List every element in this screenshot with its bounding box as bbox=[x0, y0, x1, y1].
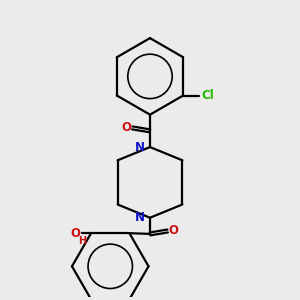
Text: N: N bbox=[135, 141, 145, 154]
Text: O: O bbox=[169, 224, 178, 238]
Text: O: O bbox=[70, 227, 80, 240]
Text: O: O bbox=[122, 122, 131, 134]
Text: Cl: Cl bbox=[201, 89, 214, 102]
Text: N: N bbox=[135, 211, 145, 224]
Text: H: H bbox=[78, 236, 86, 246]
